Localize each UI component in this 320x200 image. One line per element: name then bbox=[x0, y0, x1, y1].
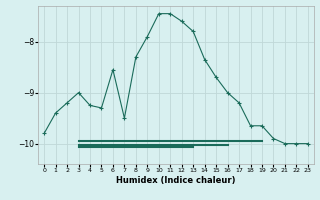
X-axis label: Humidex (Indice chaleur): Humidex (Indice chaleur) bbox=[116, 176, 236, 185]
